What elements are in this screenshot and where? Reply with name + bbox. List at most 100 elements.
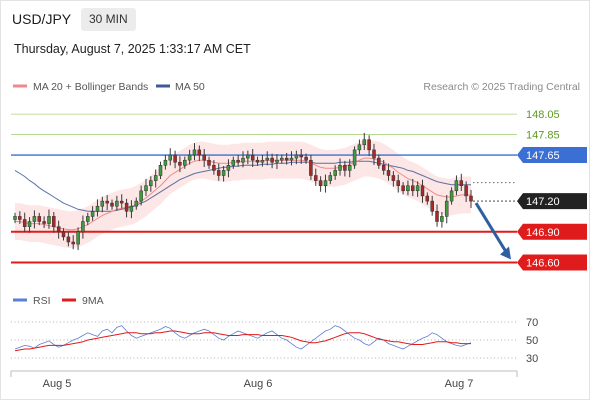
level-label-147-85: 147.85	[526, 130, 560, 142]
rsi-tick-50: 50	[526, 335, 538, 347]
candle	[440, 212, 444, 228]
candle	[284, 152, 289, 165]
candle	[119, 194, 124, 209]
candle	[115, 195, 119, 211]
candle	[241, 151, 245, 168]
level-tag-146-90	[517, 223, 587, 240]
symbol-title: USD/JPY	[12, 11, 72, 27]
candle	[333, 165, 337, 180]
candle	[158, 161, 163, 180]
candle	[255, 156, 260, 166]
x-tick-aug7: Aug 7	[445, 378, 474, 390]
candle	[246, 150, 250, 165]
rsi-line	[14, 325, 472, 350]
candle	[216, 163, 221, 181]
candle	[386, 163, 391, 181]
level-tag-146-60	[517, 254, 587, 271]
candle	[469, 189, 473, 208]
candle	[47, 209, 51, 229]
forecast-arrow-shaft	[474, 202, 509, 255]
candle	[183, 156, 187, 169]
rsi-9ma-line	[14, 330, 471, 352]
ma20-legend-label: MA 20 + Bollinger Bands	[33, 81, 148, 93]
candle	[411, 178, 415, 197]
candle	[352, 146, 357, 169]
candle	[163, 154, 168, 170]
candle	[309, 154, 313, 180]
candle	[449, 187, 454, 205]
candle	[420, 179, 425, 203]
chart-header: USD/JPY 30 MIN	[1, 1, 589, 39]
candle	[372, 143, 376, 165]
bollinger-fill	[15, 139, 471, 249]
candle	[149, 176, 153, 192]
candle	[173, 150, 177, 169]
candlesticks	[13, 132, 473, 251]
candle	[231, 156, 236, 169]
candle	[197, 145, 202, 162]
candle	[377, 154, 381, 169]
candle	[100, 196, 105, 213]
candle	[415, 181, 420, 197]
rsi-tick-70: 70	[526, 317, 538, 329]
level-label-146-90: 146.90	[526, 227, 560, 239]
candle	[280, 154, 284, 164]
candle	[328, 171, 333, 185]
ma50-legend-label: MA 50	[175, 81, 205, 93]
candle	[81, 215, 85, 239]
candle	[236, 154, 240, 167]
candle	[425, 192, 430, 205]
candle	[22, 212, 27, 232]
candle	[260, 154, 265, 167]
candle	[42, 216, 46, 228]
candle	[124, 198, 129, 218]
candle	[18, 211, 22, 224]
candle	[168, 148, 172, 166]
candle	[323, 174, 328, 193]
candle	[76, 227, 80, 251]
level-label-146-60: 146.60	[526, 257, 560, 269]
forecast-arrow-head	[500, 246, 511, 260]
candle	[343, 160, 347, 177]
candle	[37, 212, 42, 226]
candle	[454, 175, 459, 196]
candle	[192, 143, 197, 161]
candle	[401, 182, 405, 195]
x-tick-aug5: Aug 5	[43, 378, 72, 390]
level-tag-147-20	[517, 193, 587, 210]
candle	[270, 153, 274, 169]
candle	[66, 231, 71, 247]
candle	[338, 158, 342, 176]
candle	[134, 197, 139, 210]
candle	[265, 151, 270, 166]
main-legend: MA 20 + Bollinger Bands MA 50 Research ©…	[13, 81, 580, 93]
timeframe-badge[interactable]: 30 MIN	[81, 8, 136, 31]
forecast-arrow	[474, 202, 511, 260]
level-label-147-20: 147.20	[526, 196, 560, 208]
candle	[314, 168, 318, 186]
candle	[32, 210, 37, 229]
candle	[381, 160, 386, 175]
candle	[178, 156, 182, 173]
candle	[212, 160, 216, 175]
candle	[221, 165, 226, 182]
candle	[71, 235, 75, 250]
candle	[459, 173, 464, 191]
candle	[139, 185, 143, 206]
candle	[275, 154, 279, 170]
9ma-legend-label: 9MA	[82, 295, 104, 307]
candle	[362, 132, 367, 151]
candle	[27, 217, 32, 233]
candle	[396, 174, 400, 193]
candle	[304, 153, 308, 164]
candle	[464, 181, 468, 203]
level-tag-147-65	[517, 147, 587, 164]
candle	[153, 169, 158, 188]
candle	[129, 200, 134, 219]
bollinger-bands	[15, 139, 471, 249]
candle	[86, 212, 90, 226]
x-tick-aug6: Aug 6	[244, 378, 273, 390]
candle	[105, 195, 109, 210]
candle	[406, 180, 410, 196]
